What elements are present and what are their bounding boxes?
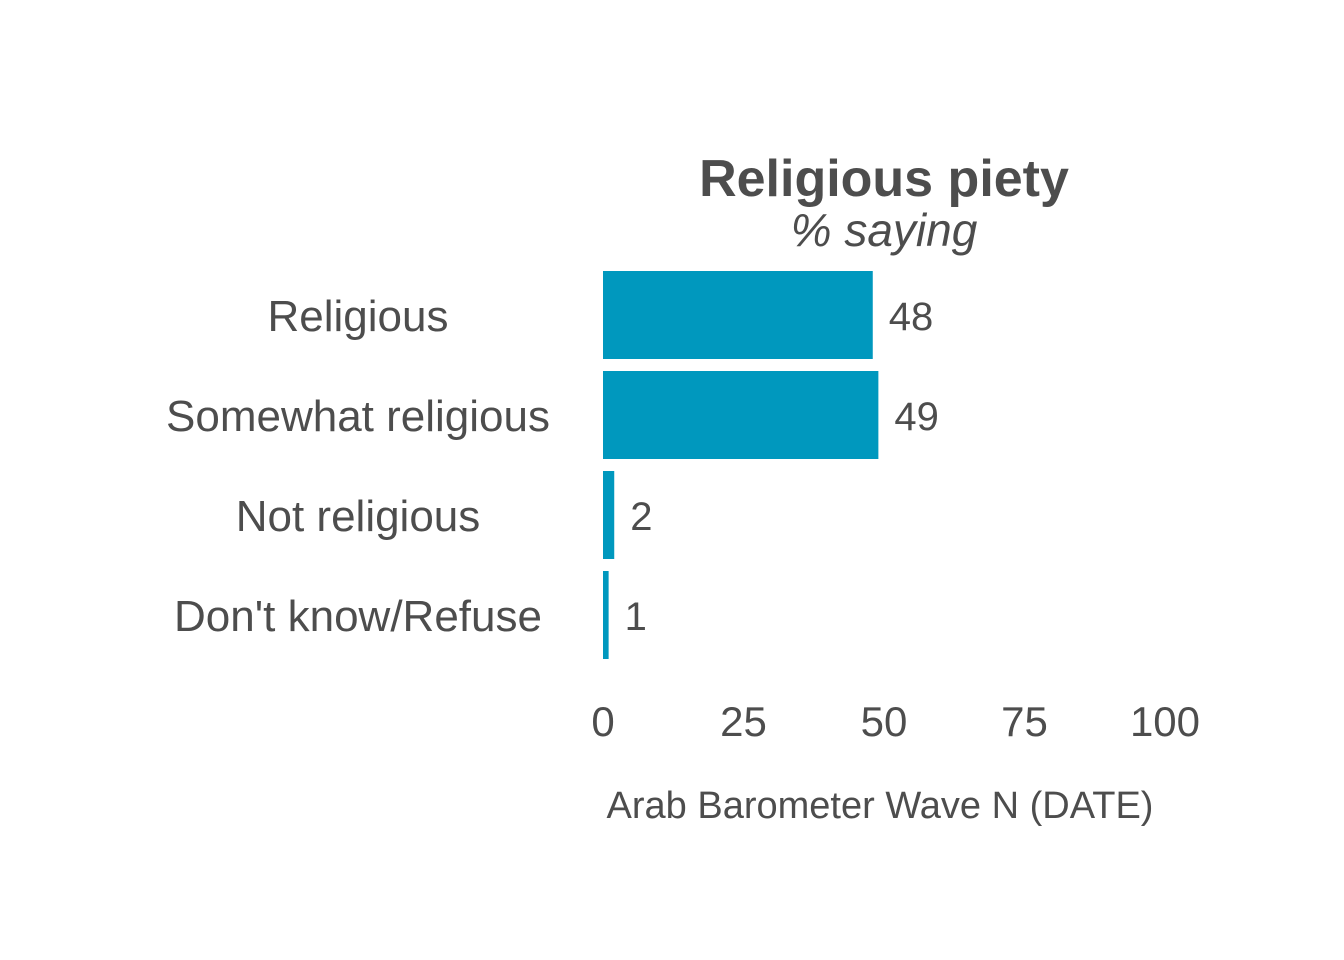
- bar: [603, 271, 873, 359]
- bars-group: [603, 271, 879, 659]
- chart-title: Religious piety: [699, 150, 1069, 208]
- chart-caption: Arab Barometer Wave N (DATE): [607, 785, 1154, 827]
- value-label: 49: [894, 395, 939, 439]
- category-label: Don't know/Refuse: [174, 592, 542, 641]
- chart-subtitle: % saying: [791, 204, 978, 256]
- category-labels: Religious Somewhat religious Not religious…: [166, 292, 550, 641]
- category-label: Religious: [268, 292, 449, 341]
- value-label: 1: [625, 595, 647, 639]
- value-label: 48: [889, 295, 934, 339]
- value-labels: 48 49 2 1: [625, 295, 939, 639]
- category-label: Somewhat religious: [166, 392, 550, 441]
- bar: [603, 371, 879, 459]
- x-axis-ticks: 0 25 50 75 100: [591, 698, 1200, 745]
- value-label: 2: [630, 495, 652, 539]
- category-label: Not religious: [236, 492, 481, 541]
- x-tick-label: 100: [1130, 698, 1200, 745]
- bar: [603, 471, 615, 559]
- x-tick-label: 0: [591, 698, 614, 745]
- bar: [603, 571, 609, 659]
- x-tick-label: 25: [720, 698, 767, 745]
- x-tick-label: 50: [861, 698, 908, 745]
- x-tick-label: 75: [1001, 698, 1048, 745]
